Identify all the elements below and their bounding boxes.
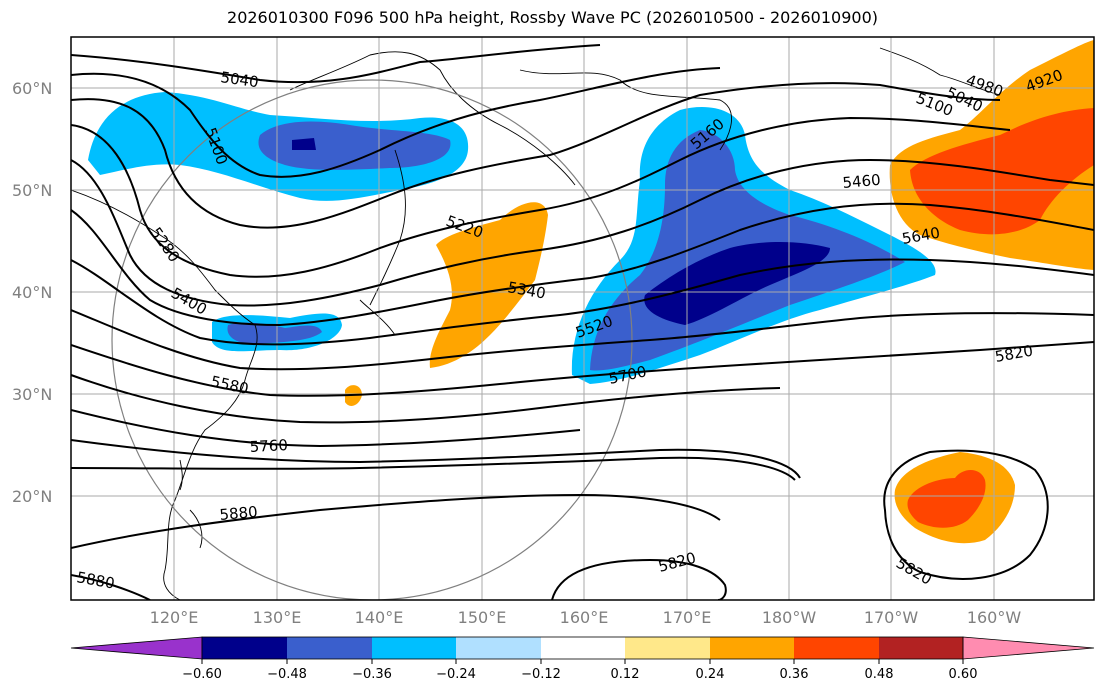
lon-label: 140°E: [355, 608, 404, 627]
lat-label: 30°N: [12, 385, 52, 404]
colorbar-tick-label: 0.48: [865, 667, 894, 682]
lon-label: 130°E: [253, 608, 302, 627]
negative-anomaly-korea-inner: [227, 322, 322, 344]
colorbar-tick-label: 0.36: [780, 667, 809, 682]
contour-label: 5880: [219, 503, 259, 524]
lon-label: 170°E: [663, 608, 712, 627]
lon-label: 170°W: [864, 608, 919, 627]
colorbar-segment: [202, 637, 287, 659]
contour-label: 5460: [842, 171, 882, 192]
contour-label: 5040: [219, 68, 259, 91]
positive-anomaly-ne-inner: [910, 108, 1094, 235]
colorbar-segment: [710, 637, 794, 659]
colorbar-tick-label: −0.60: [182, 667, 222, 682]
lon-label: 180°W: [762, 608, 817, 627]
colorbar-border: [201, 636, 964, 660]
coastlines: [71, 47, 1001, 600]
colorbar-tick-label: −0.12: [521, 667, 561, 682]
range-circle: [111, 79, 633, 600]
colorbar-tick-label: 0.24: [696, 667, 725, 682]
gridlines: [71, 37, 1094, 600]
figure-title: 2026010300 F096 500 hPa height, Rossby W…: [227, 8, 878, 27]
lat-label: 50°N: [12, 181, 52, 200]
colorbar-tick-label: 0.60: [949, 667, 978, 682]
latitude-labels: 60°N 50°N 40°N 30°N 20°N: [12, 79, 52, 506]
contour-label: 5760: [249, 436, 288, 456]
positive-anomaly-se-inner: [907, 470, 986, 528]
lon-label: 150°E: [458, 608, 507, 627]
lon-label: 160°W: [967, 608, 1022, 627]
negative-anomaly-central-core: [644, 242, 830, 325]
colorbar-ticks: [201, 659, 964, 664]
colorbar-tick-label: −0.36: [352, 667, 392, 682]
map-frame: [70, 36, 1095, 601]
colorbar-segment: [879, 637, 963, 659]
colorbar-tick-label: 0.12: [611, 667, 640, 682]
height-contours: [71, 44, 1094, 600]
negative-anomaly-nw-core: [292, 138, 316, 150]
lat-label: 40°N: [12, 283, 52, 302]
lon-label: 160°E: [560, 608, 609, 627]
longitude-labels: 120°E 130°E 140°E 150°E 160°E 170°E 180°…: [150, 608, 1022, 627]
colorbar-low-extension: [70, 636, 203, 660]
colorbar-tick-label: −0.48: [267, 667, 307, 682]
colorbar-tick-label: −0.24: [436, 667, 476, 682]
colorbar-segment: [287, 637, 372, 659]
lat-label: 20°N: [12, 487, 52, 506]
colorbar-segment: [625, 637, 710, 659]
lon-label: 120°E: [150, 608, 199, 627]
colorbar-segment: [372, 637, 456, 659]
colorbar-segment: [456, 637, 541, 659]
colorbar-high-extension: [962, 636, 1095, 660]
colorbar-segment: [794, 637, 879, 659]
map-content: 5040 5100 5280 5400 5220 5340 5160 5460 …: [71, 37, 1094, 600]
negative-anomaly-nw-inner: [258, 121, 451, 170]
colorbar: −0.60 −0.48 −0.36 −0.24 −0.12 0.12 0.24 …: [70, 636, 1095, 682]
lat-label: 60°N: [12, 79, 52, 98]
colorbar-segment: [541, 637, 625, 659]
